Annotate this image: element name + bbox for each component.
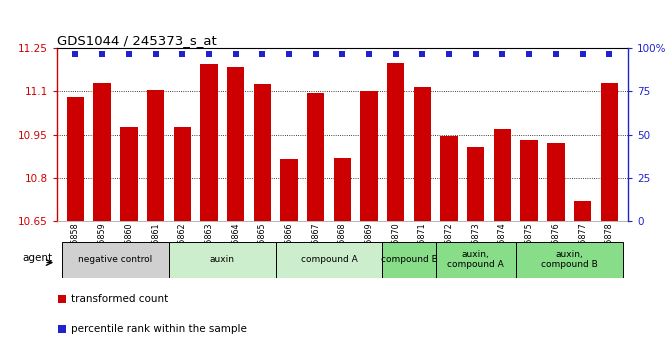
Bar [360,91,377,221]
Text: negative control: negative control [78,255,152,264]
Text: auxin: auxin [210,255,234,264]
Text: compound B: compound B [381,255,438,264]
Text: auxin,
compound B: auxin, compound B [541,250,598,269]
Text: compound A: compound A [301,255,357,264]
Bar [200,64,218,221]
Bar [436,241,516,278]
Bar [120,127,138,221]
Bar [516,241,623,278]
Bar [281,159,298,221]
Bar [62,241,169,278]
Text: transformed count: transformed count [71,294,168,304]
Text: GDS1044 / 245373_s_at: GDS1044 / 245373_s_at [57,34,216,47]
Text: auxin,
compound A: auxin, compound A [448,250,504,269]
Bar [227,67,244,221]
Bar [67,97,84,221]
Bar [520,140,538,221]
Bar [147,90,164,221]
Bar [601,83,618,221]
Bar [574,201,591,221]
Bar [94,83,111,221]
Bar [307,93,325,221]
Bar [174,127,191,221]
Bar [547,143,564,221]
Bar [413,87,431,221]
Bar [334,158,351,221]
Bar [387,63,404,221]
Text: agent: agent [22,253,52,263]
Bar [254,84,271,221]
Bar [169,241,276,278]
Bar [494,129,511,221]
Text: percentile rank within the sample: percentile rank within the sample [71,324,247,334]
Bar [382,241,436,278]
Bar [467,148,484,221]
Bar [276,241,382,278]
Bar [440,136,458,221]
